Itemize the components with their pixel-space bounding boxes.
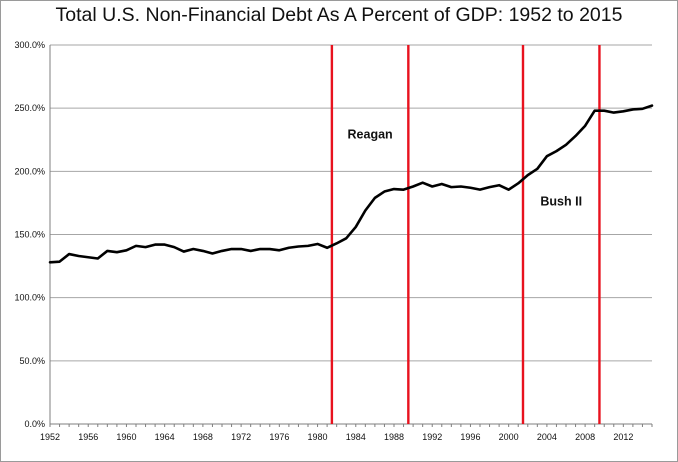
x-tick-label: 1972 — [231, 432, 251, 442]
x-tick-label: 1964 — [155, 432, 175, 442]
x-tick-label: 1980 — [308, 432, 328, 442]
annotation-label: Bush II — [540, 194, 582, 208]
x-tick-label: 1992 — [422, 432, 442, 442]
x-tick-label: 1984 — [346, 432, 366, 442]
y-tick-label: 200.0% — [14, 166, 45, 176]
chart-title: Total U.S. Non-Financial Debt As A Perce… — [55, 4, 623, 26]
annotation-label: Reagan — [348, 127, 393, 141]
x-tick-label: 1988 — [384, 432, 404, 442]
y-tick-label: 0.0% — [24, 419, 45, 429]
x-tick-label: 2000 — [499, 432, 519, 442]
x-tick-label: 2012 — [613, 432, 633, 442]
x-tick-label: 1996 — [460, 432, 480, 442]
x-tick-label: 2004 — [537, 432, 557, 442]
y-tick-label: 300.0% — [14, 40, 45, 50]
y-tick-label: 150.0% — [14, 230, 45, 240]
y-tick-label: 250.0% — [14, 103, 45, 113]
x-tick-label: 1968 — [193, 432, 213, 442]
y-tick-label: 100.0% — [14, 293, 45, 303]
x-tick-label: 1956 — [78, 432, 98, 442]
x-tick-label: 2008 — [575, 432, 595, 442]
series-line — [48, 104, 654, 264]
y-tick-label: 50.0% — [19, 356, 45, 366]
x-tick-label: 1952 — [40, 432, 60, 442]
x-tick-label: 1960 — [116, 432, 136, 442]
x-tick-label: 1976 — [269, 432, 289, 442]
